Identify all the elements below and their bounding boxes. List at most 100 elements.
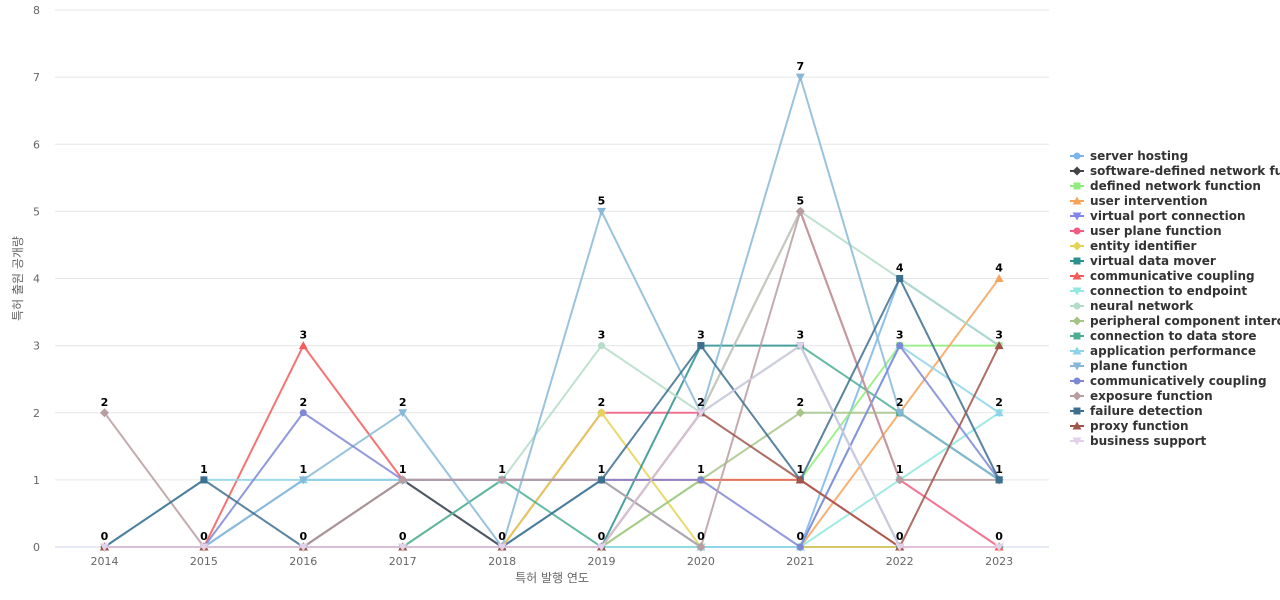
series-12	[101, 342, 1003, 551]
legend-item[interactable]: proxy function	[1070, 419, 1189, 433]
data-label: 0	[399, 530, 407, 543]
data-point	[597, 408, 606, 418]
data-label: 0	[200, 530, 208, 543]
legend-item[interactable]: neural network	[1070, 299, 1194, 313]
data-point	[597, 543, 606, 552]
data-label: 2	[896, 396, 904, 409]
legend-item[interactable]: exposure function	[1070, 389, 1213, 403]
data-label: 0	[796, 530, 804, 543]
data-point	[796, 543, 804, 551]
data-point	[298, 543, 308, 552]
legend-item[interactable]: connection to endpoint	[1070, 284, 1247, 298]
y-axis-title: 특허 출원 공개량	[11, 236, 25, 321]
data-label: 1	[995, 463, 1003, 476]
legend-marker	[1073, 257, 1081, 265]
data-label: 2	[598, 396, 606, 409]
legend-marker	[1072, 212, 1082, 221]
data-label: 3	[697, 329, 705, 342]
data-label: 7	[796, 60, 804, 73]
legend-label: neural network	[1090, 299, 1194, 313]
data-point	[199, 543, 209, 552]
data-label: 0	[598, 530, 606, 543]
data-label: 4	[995, 262, 1003, 275]
legend-item[interactable]: virtual port connection	[1070, 209, 1246, 223]
data-label: 5	[796, 194, 804, 207]
data-point	[299, 409, 307, 417]
legend-marker	[1072, 362, 1082, 371]
y-tick-label: 3	[33, 340, 40, 353]
series-13	[100, 341, 1004, 551]
data-label: 1	[498, 463, 506, 476]
legend-item[interactable]: virtual data mover	[1070, 254, 1216, 268]
legend-item[interactable]: application performance	[1070, 344, 1256, 358]
data-label: 3	[995, 329, 1003, 342]
data-label: 3	[796, 329, 804, 342]
x-tick-label: 2021	[786, 555, 814, 568]
y-tick-label: 0	[33, 541, 40, 554]
y-tick-label: 1	[33, 474, 40, 487]
legend-item[interactable]: user intervention	[1070, 194, 1208, 208]
legend-marker	[1073, 377, 1081, 385]
data-label: 3	[598, 329, 606, 342]
data-point	[795, 342, 805, 351]
legend-marker	[1072, 437, 1082, 446]
data-point	[200, 476, 208, 484]
legend-item[interactable]: server hosting	[1070, 149, 1188, 163]
data-label: 3	[896, 329, 904, 342]
data-label: 0	[299, 530, 307, 543]
legend-item[interactable]: business support	[1070, 434, 1207, 448]
legend-label: user plane function	[1090, 224, 1222, 238]
x-tick-label: 2017	[389, 555, 417, 568]
data-point	[994, 274, 1004, 282]
data-point	[995, 476, 1003, 484]
data-point	[597, 207, 606, 216]
data-point	[896, 342, 904, 350]
data-label: 1	[399, 463, 407, 476]
data-label: 1	[896, 463, 904, 476]
legend-item[interactable]: entity identifier	[1070, 239, 1197, 253]
legend-marker	[1073, 227, 1081, 235]
legend-item[interactable]: software-defined network fu...	[1070, 164, 1280, 178]
legend-marker	[1073, 332, 1081, 340]
legend-item[interactable]: connection to data store	[1070, 329, 1257, 343]
series-19	[100, 342, 1004, 552]
legend-label: connection to endpoint	[1090, 284, 1247, 298]
data-point	[895, 543, 905, 552]
series-18	[100, 341, 1004, 551]
data-label: 4	[896, 262, 904, 275]
legend-item[interactable]: peripheral component interc...	[1070, 314, 1280, 328]
data-point	[895, 475, 905, 485]
data-label: 2	[796, 396, 804, 409]
data-point	[398, 409, 408, 418]
series-lines	[100, 73, 1004, 552]
y-axis-ticks: 0 1 2 3 4 5 6 7 8	[33, 4, 40, 554]
data-label: 2	[399, 396, 407, 409]
data-label: 2	[101, 396, 109, 409]
legend-label: connection to data store	[1090, 329, 1257, 343]
legend-marker	[1072, 391, 1082, 401]
legend-label: proxy function	[1090, 419, 1189, 433]
legend-item[interactable]: communicative coupling	[1070, 269, 1255, 283]
legend-label: virtual data mover	[1090, 254, 1216, 268]
x-tick-label: 2016	[289, 555, 317, 568]
data-point	[994, 341, 1004, 350]
y-tick-label: 6	[33, 138, 40, 151]
data-label: 1	[200, 463, 208, 476]
legend-item[interactable]: defined network function	[1070, 179, 1261, 193]
data-point	[100, 408, 109, 418]
y-tick-label: 7	[33, 71, 40, 84]
legend-label: entity identifier	[1090, 239, 1197, 253]
data-point	[697, 476, 705, 484]
legend-marker	[1072, 166, 1082, 176]
legend-item[interactable]: failure detection	[1070, 404, 1203, 418]
legend-label: user intervention	[1090, 194, 1208, 208]
y-tick-label: 8	[33, 4, 40, 17]
data-point	[696, 409, 706, 418]
legend-item[interactable]: communicatively coupling	[1070, 374, 1267, 388]
legend-item[interactable]: user plane function	[1070, 224, 1222, 238]
data-label: 2	[299, 396, 307, 409]
legend-item[interactable]: plane function	[1070, 359, 1188, 373]
data-label: 0	[101, 530, 109, 543]
legend-label: server hosting	[1090, 149, 1188, 163]
